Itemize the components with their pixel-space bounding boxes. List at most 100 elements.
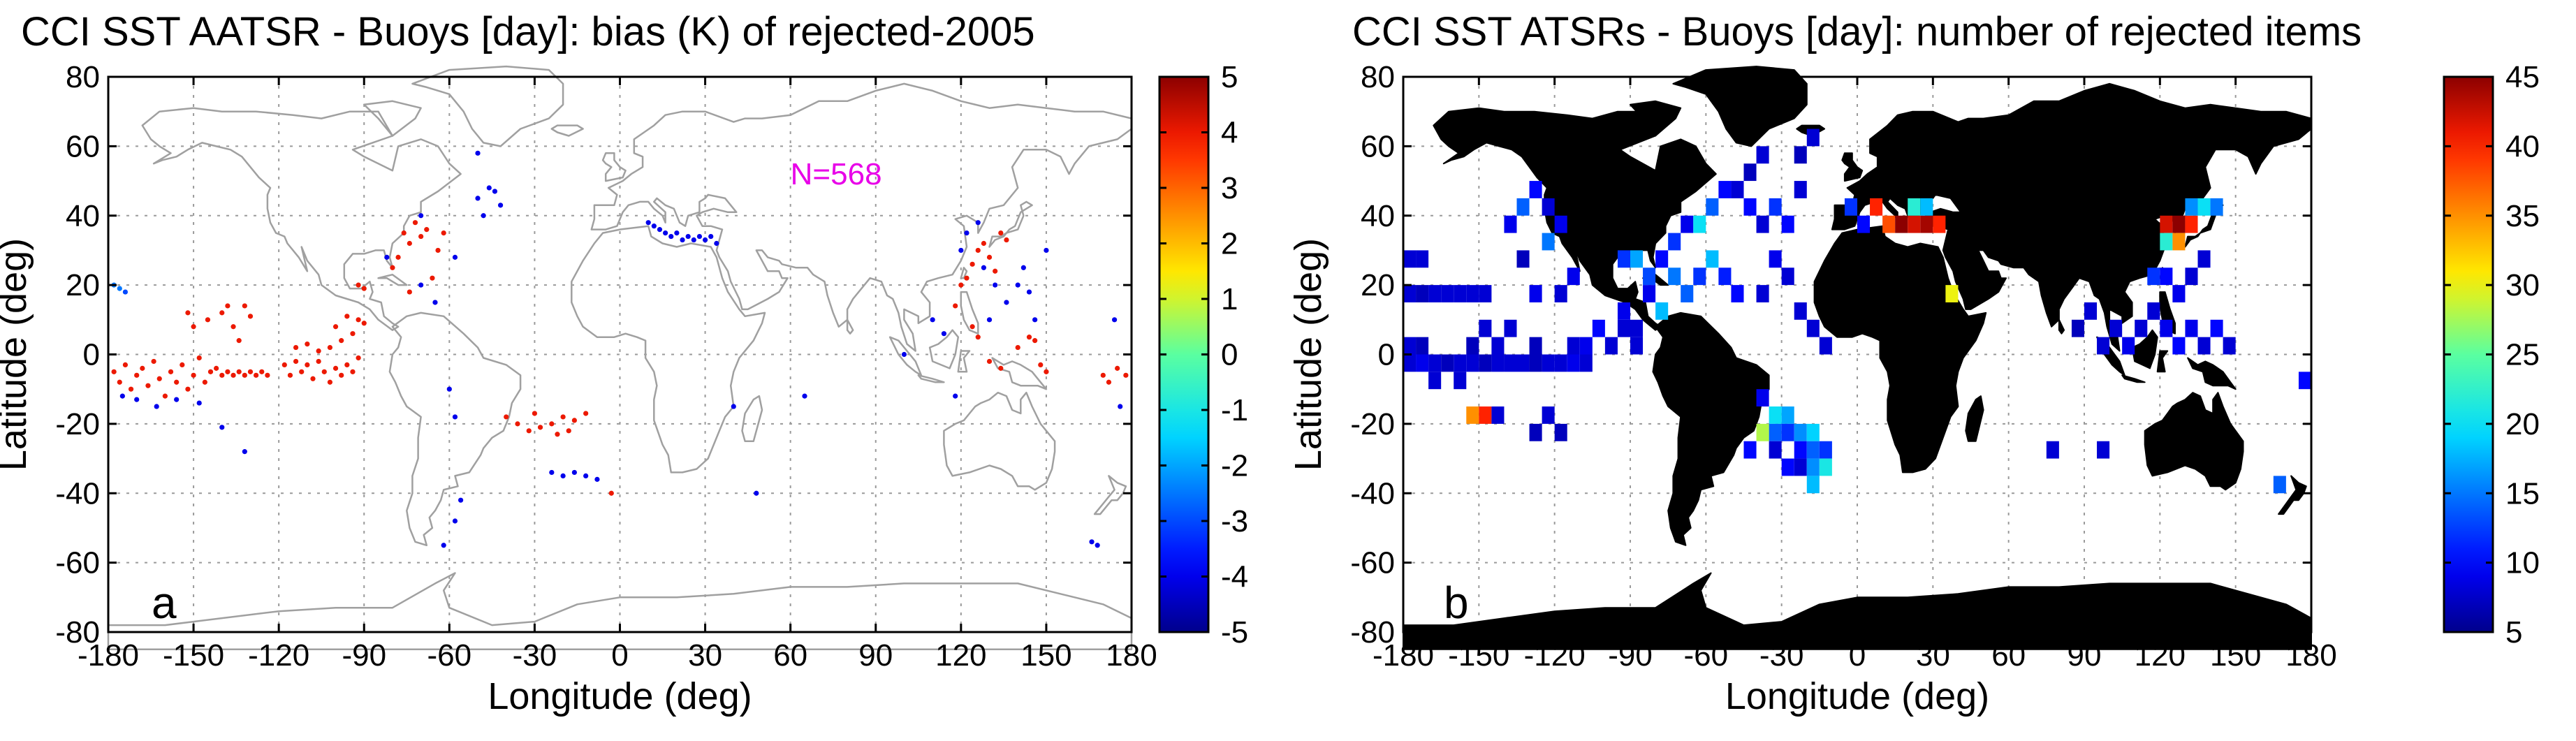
panel-a-yaxis-label: Latitude (deg) xyxy=(0,238,34,471)
panel-b-yaxis-label: Latitude (deg) xyxy=(1288,238,1329,471)
panel-b-ytick-label: -80 xyxy=(1350,615,1395,650)
count-cell xyxy=(2172,233,2186,251)
count-cell xyxy=(1504,354,1517,372)
bias-point xyxy=(969,261,975,267)
count-cell xyxy=(2135,319,2148,337)
bias-point xyxy=(185,310,191,316)
bias-point xyxy=(327,379,333,385)
count-cell xyxy=(1794,181,1807,198)
count-cell xyxy=(2210,198,2223,216)
map-panel-a: CCI SST AATSR - Buoys [day]: bias (K) of… xyxy=(0,9,1248,717)
count-cell xyxy=(1466,354,1479,372)
count-cell xyxy=(1491,406,1505,424)
count-cell xyxy=(1857,215,1871,233)
panel-b-xtick-label: -150 xyxy=(1448,638,1509,673)
bias-point xyxy=(452,518,458,524)
bias-point xyxy=(930,317,935,323)
count-cell xyxy=(1769,441,1782,459)
panel-b-colorbar-label: 25 xyxy=(2505,338,2540,372)
panel-b-xtick-label: 150 xyxy=(2210,638,2261,673)
bias-point xyxy=(321,369,327,374)
count-cell xyxy=(1806,129,1820,147)
bias-point xyxy=(344,362,350,368)
count-cell xyxy=(1529,354,1542,372)
count-cell xyxy=(1542,406,1555,424)
bias-point xyxy=(901,351,907,358)
bias-point xyxy=(532,411,538,416)
bias-point xyxy=(986,254,993,260)
panel-b-xtick-label: -60 xyxy=(1684,638,1729,673)
bias-point xyxy=(680,237,685,243)
panel-b-coast-australia xyxy=(2144,392,2244,491)
panel-b-xtick-label: -30 xyxy=(1759,638,1804,673)
bias-point xyxy=(299,369,305,374)
bias-point xyxy=(458,497,464,503)
panel-a-colorbar xyxy=(1158,75,1210,633)
panel-a-ytick-label: -60 xyxy=(55,546,100,580)
panel-b-coast-new-zealand xyxy=(2278,475,2307,515)
count-cell xyxy=(1756,215,1769,233)
count-cell xyxy=(1769,250,1782,268)
count-cell xyxy=(1554,215,1567,233)
bias-point xyxy=(475,196,481,201)
count-cell xyxy=(1781,423,1794,441)
bias-point xyxy=(205,317,211,323)
panel-a-xtick-label: -150 xyxy=(163,638,224,673)
count-cell xyxy=(1794,302,1807,320)
bias-point xyxy=(117,286,122,291)
count-cell xyxy=(1516,250,1530,268)
count-cell xyxy=(1416,285,1429,302)
count-cell xyxy=(1428,285,1442,302)
bias-point xyxy=(230,324,236,330)
panel-b-colorbar-label: 30 xyxy=(2505,268,2540,302)
count-cell xyxy=(1529,337,1542,355)
count-cell xyxy=(1731,181,1744,198)
count-cell xyxy=(1454,372,1467,390)
bias-point xyxy=(134,397,140,402)
bias-point xyxy=(555,432,560,437)
panel-a-plot: -180 -150 -120 -90 -60 -30 0 30 60 90 120 150 180806… xyxy=(0,60,1248,717)
bias-point xyxy=(225,369,230,374)
count-cell xyxy=(2185,215,2198,233)
panel-b-colorbar-label: 5 xyxy=(2505,615,2522,650)
panel-a-ytick-label: 80 xyxy=(66,60,100,94)
bias-point xyxy=(651,223,657,229)
panel-a-coast-sri-lanka xyxy=(846,318,854,335)
panel-b-colorbar-label: 10 xyxy=(2505,546,2540,580)
bias-point xyxy=(174,397,180,402)
bias-point xyxy=(162,393,168,399)
panel-a-colorbar-label: 2 xyxy=(1221,227,1238,261)
count-annotation: N=568 xyxy=(791,157,882,191)
count-cell xyxy=(2097,441,2110,459)
bias-point xyxy=(1015,344,1020,351)
panel-a-xtick-label: -90 xyxy=(342,638,386,673)
bias-point xyxy=(1111,317,1118,323)
count-cell xyxy=(1516,354,1530,372)
count-cell xyxy=(1643,267,1656,286)
count-cell xyxy=(1844,198,1857,216)
count-cell xyxy=(1743,441,1757,459)
count-cell xyxy=(1592,319,1605,337)
count-cell xyxy=(1504,319,1517,337)
count-cell xyxy=(1655,250,1669,268)
bias-point xyxy=(418,282,424,288)
count-cell xyxy=(2298,372,2311,390)
bias-point xyxy=(1032,317,1038,323)
bias-point xyxy=(117,379,122,385)
bias-point xyxy=(594,476,600,482)
bias-point xyxy=(424,227,430,233)
panel-a-coast-iceland xyxy=(550,124,584,137)
panel-b-coast-sri-lanka xyxy=(2058,318,2065,335)
panel-b-coast-sulawesi xyxy=(2156,350,2169,373)
bias-point xyxy=(316,348,321,354)
bias-point xyxy=(486,185,492,191)
bias-point xyxy=(230,372,236,378)
bias-point xyxy=(691,237,696,243)
count-cell xyxy=(2160,319,2173,337)
panel-a-letter: a xyxy=(152,578,177,628)
bias-point xyxy=(571,418,577,423)
panel-a-coast-cuba xyxy=(377,273,408,286)
count-cell xyxy=(1668,233,1681,251)
bias-point xyxy=(168,369,174,374)
bias-point xyxy=(265,372,270,378)
